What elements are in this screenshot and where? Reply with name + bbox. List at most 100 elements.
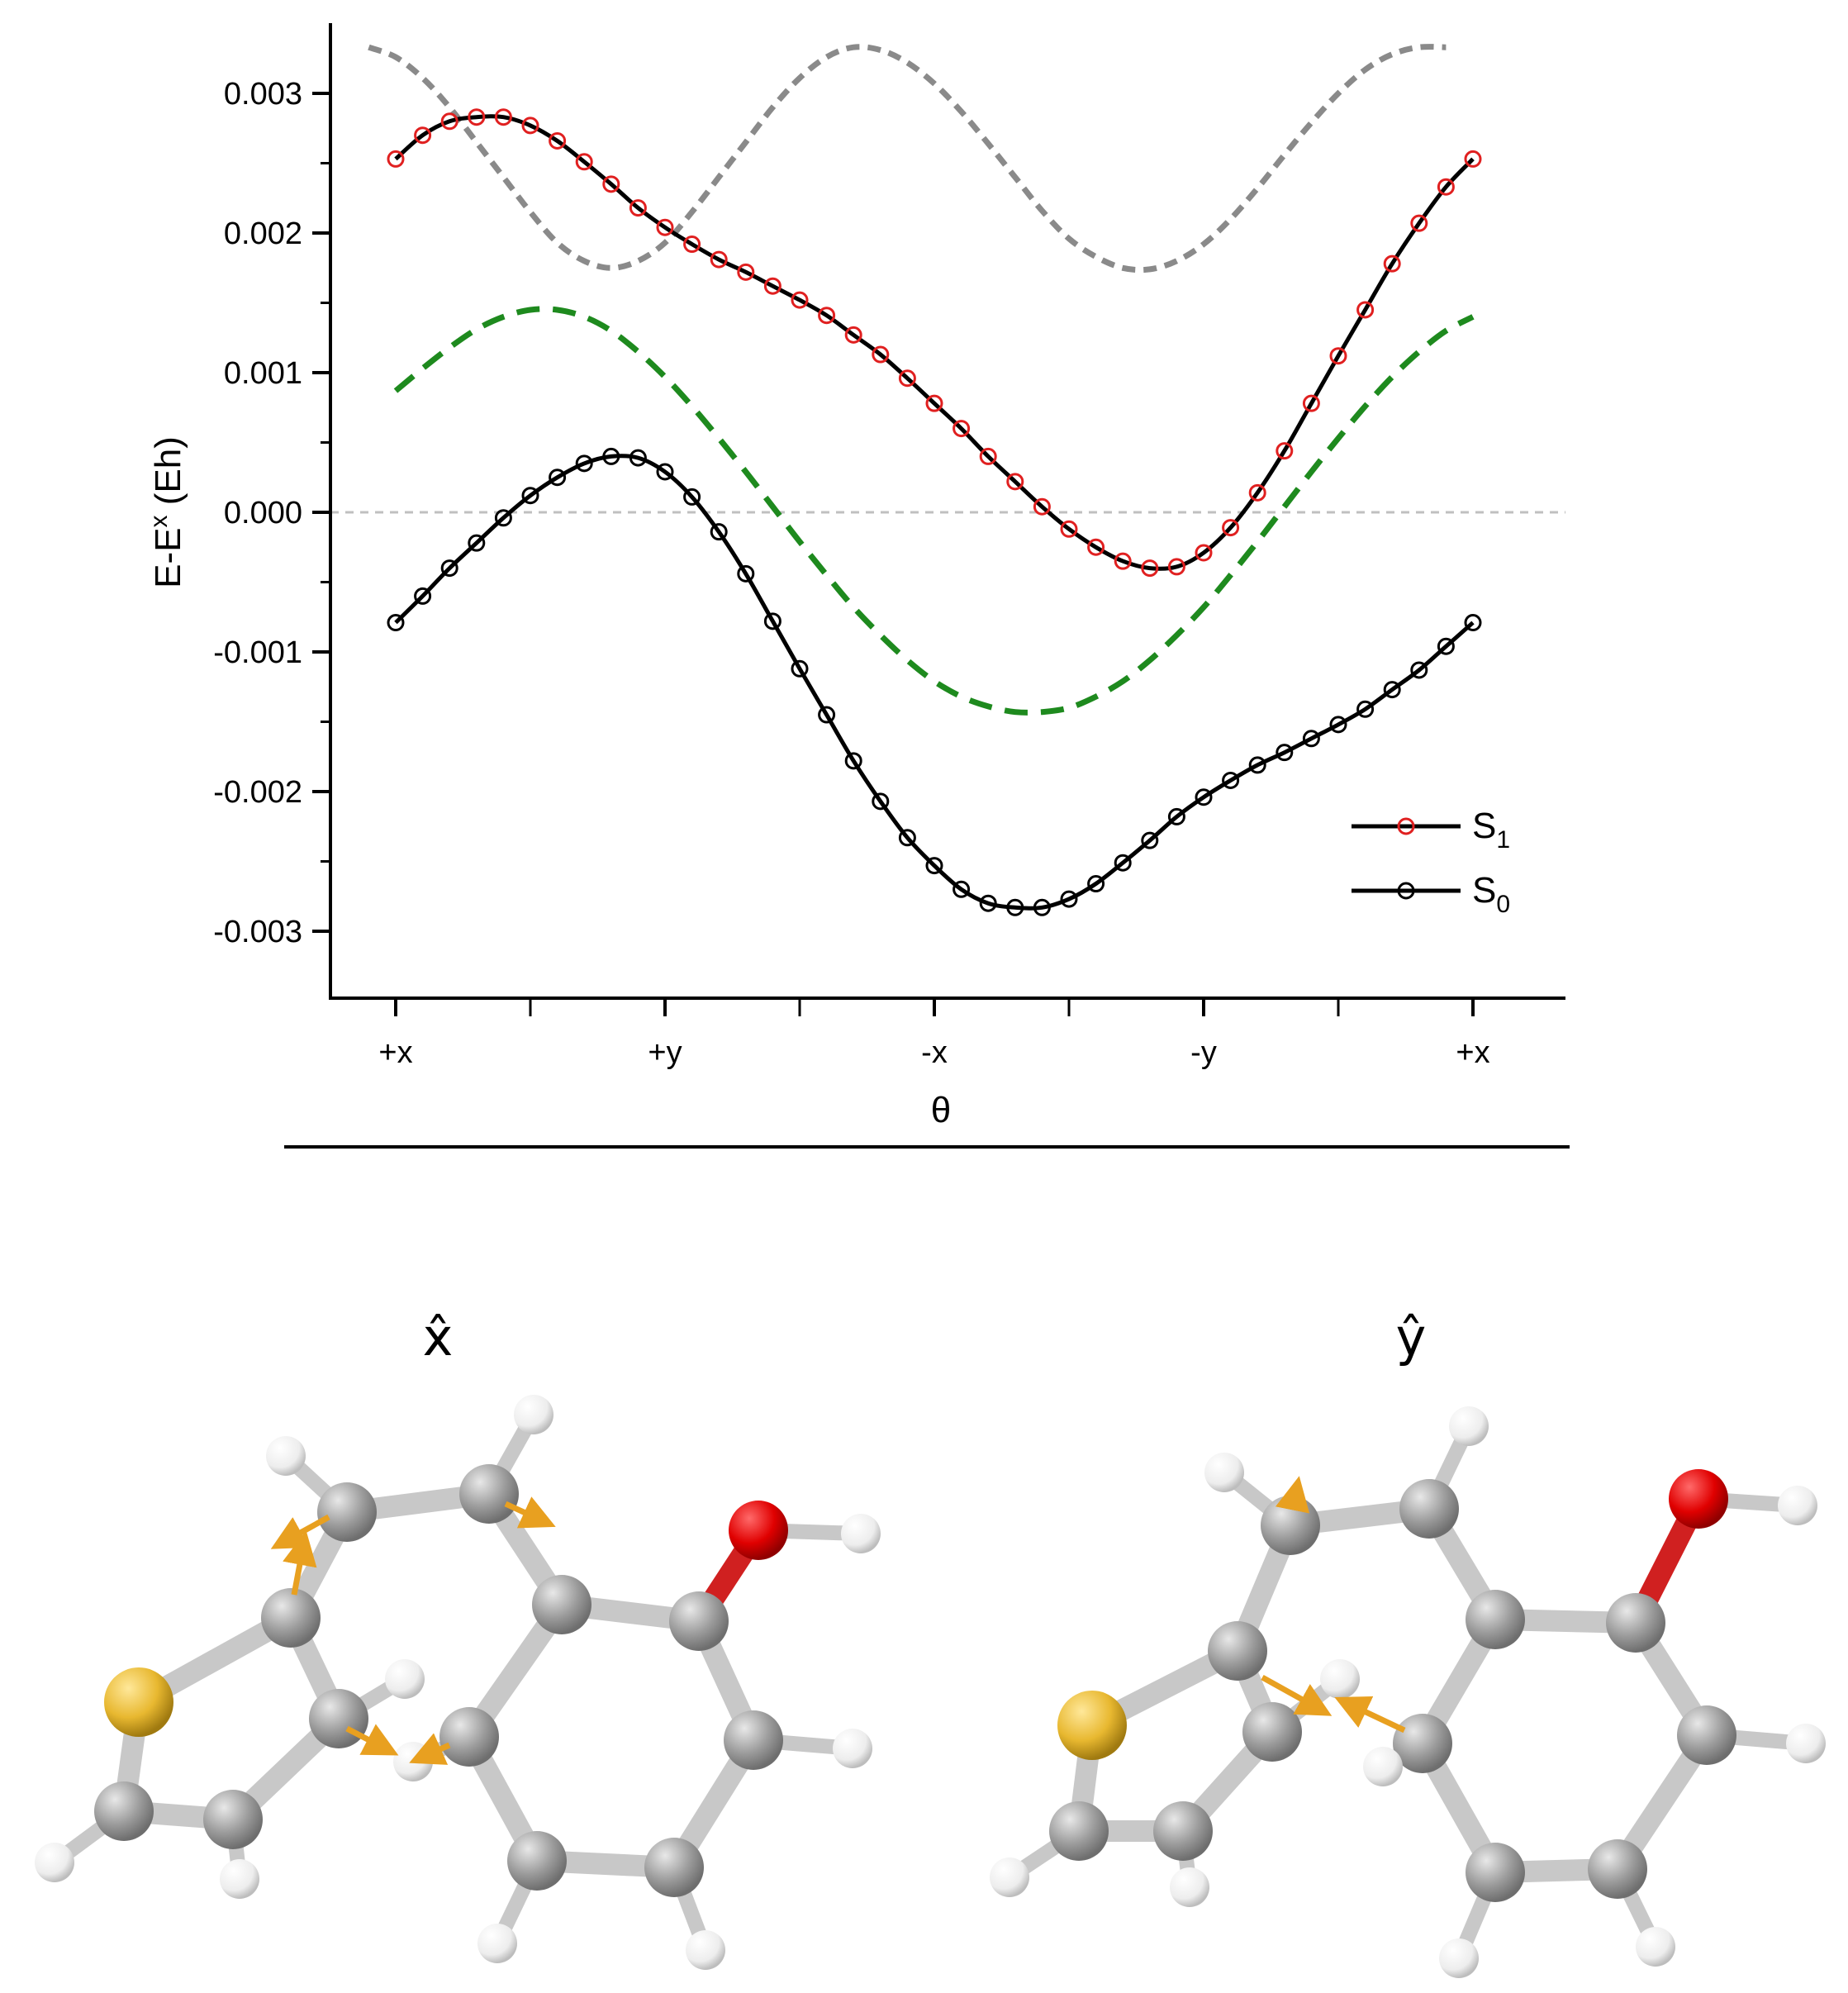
series-s0-point bbox=[1356, 700, 1375, 718]
molecule-x-label: x̂ bbox=[423, 1307, 454, 1368]
series-s1-point bbox=[844, 326, 862, 344]
hydrogen-atom bbox=[1778, 1486, 1817, 1525]
hydrogen-atom bbox=[385, 1659, 425, 1699]
series-s0-point bbox=[1167, 807, 1185, 825]
atoms bbox=[35, 1395, 881, 1970]
series-s1-point bbox=[1060, 520, 1078, 538]
series-s0-point bbox=[440, 559, 458, 578]
hydrogen-atom bbox=[35, 1843, 74, 1882]
oxygen-atom bbox=[729, 1501, 788, 1560]
carbon-atom bbox=[1588, 1839, 1647, 1899]
series-s0-point bbox=[1329, 716, 1347, 734]
series-s0-point bbox=[1276, 744, 1294, 762]
hydrogen-atom bbox=[266, 1436, 306, 1476]
y-tick-label: -0.002 bbox=[213, 775, 302, 810]
series-s1-point bbox=[818, 307, 836, 325]
x-tick-label: -x bbox=[921, 1035, 948, 1070]
series-s1-point bbox=[898, 369, 916, 388]
series-s0-point bbox=[549, 469, 567, 487]
carbon-atom bbox=[1208, 1621, 1267, 1681]
series-s0-point bbox=[844, 752, 862, 770]
x-tick-label: +x bbox=[1456, 1035, 1489, 1070]
series-s0-point bbox=[414, 587, 432, 605]
carbon-atom bbox=[203, 1790, 263, 1849]
series-s0-point bbox=[387, 614, 405, 632]
series-s1 bbox=[387, 108, 1482, 578]
series-s1-point bbox=[549, 131, 567, 150]
y-tick-label: 0.000 bbox=[224, 496, 302, 530]
series-s0-point bbox=[953, 880, 971, 898]
series-s1-point bbox=[979, 447, 997, 465]
series-s0-point bbox=[872, 792, 890, 811]
y-tick-label: 0.003 bbox=[224, 77, 302, 112]
series-s0-point bbox=[1222, 771, 1240, 789]
series-s0-point bbox=[1114, 854, 1132, 872]
series-s1-point bbox=[1167, 558, 1185, 576]
carbon-atom bbox=[1393, 1714, 1452, 1773]
series-s1-point bbox=[1356, 301, 1375, 319]
series-s0-point bbox=[1033, 898, 1051, 916]
series-s1-point bbox=[1410, 214, 1428, 232]
molecule-y-structure bbox=[990, 1406, 1826, 1978]
series-s1-point bbox=[737, 263, 755, 281]
carbon-atom bbox=[1261, 1496, 1320, 1555]
series-s1-point bbox=[710, 250, 728, 269]
series-s0 bbox=[387, 447, 1482, 916]
displacement-arrows bbox=[270, 1496, 556, 1765]
series-s0-point bbox=[818, 706, 836, 724]
series-s0-point bbox=[656, 463, 674, 481]
svg-text:S1: S1 bbox=[1472, 806, 1510, 854]
carbon-atom bbox=[1466, 1590, 1525, 1649]
sulfur-atom bbox=[104, 1667, 173, 1737]
series-s0-point bbox=[1087, 875, 1105, 893]
molecule-x-structure bbox=[35, 1395, 881, 1970]
series-s1-point bbox=[1329, 347, 1347, 365]
series-s1-point bbox=[1222, 519, 1240, 537]
legend-entry-s0: S0 bbox=[1352, 870, 1510, 918]
series-s0-point bbox=[737, 564, 755, 583]
carbon-atom bbox=[317, 1482, 377, 1542]
series-s0-point bbox=[979, 894, 997, 912]
carbon-atom bbox=[1153, 1801, 1213, 1861]
carbon-atom bbox=[459, 1464, 519, 1524]
hydrogen-atom bbox=[1363, 1747, 1403, 1786]
series-s1-point bbox=[387, 150, 405, 168]
series-s1-point bbox=[1464, 150, 1482, 168]
series-layer bbox=[368, 44, 1482, 916]
series-s0-line bbox=[394, 454, 1475, 911]
series-s1-point bbox=[1033, 497, 1051, 516]
series-s0-point bbox=[521, 487, 539, 505]
series-s0-point bbox=[1141, 831, 1159, 849]
series-s0-point bbox=[710, 523, 728, 541]
series-s0-point bbox=[494, 509, 512, 527]
dashed-series-3 bbox=[368, 44, 1447, 274]
series-s0-point bbox=[468, 534, 486, 552]
hydrogen-atom bbox=[833, 1729, 872, 1768]
hydrogen-atom bbox=[1786, 1724, 1826, 1763]
series-s1-point bbox=[1276, 442, 1294, 460]
series-s1-point bbox=[602, 175, 620, 193]
series-s1-point bbox=[925, 394, 943, 412]
hydrogen-atom bbox=[1204, 1453, 1244, 1492]
series-s0-point bbox=[1060, 890, 1078, 908]
series-s1-point bbox=[1437, 178, 1455, 196]
displacement-arrows bbox=[1261, 1476, 1406, 1734]
series-s1-point bbox=[763, 277, 781, 295]
displacement-arrow bbox=[345, 1724, 399, 1756]
hydrogen-atom bbox=[220, 1859, 259, 1899]
legend-label-s0: S bbox=[1472, 870, 1496, 911]
series-s0-point bbox=[925, 857, 943, 875]
displacement-arrow bbox=[504, 1496, 556, 1529]
energy-chart: +x +y -x -y +x 0.003 0.002 0.001 0.000 -0.001 -0.… bbox=[145, 23, 1570, 1149]
y-axis-title: E-Ex (Eh) bbox=[145, 436, 188, 588]
legend-label-s0-subscript: 0 bbox=[1496, 891, 1510, 918]
carbon-atom bbox=[1242, 1702, 1302, 1762]
dashed-series-2 bbox=[393, 306, 1475, 716]
series-s0-point bbox=[791, 659, 809, 678]
series-s0-point bbox=[602, 447, 620, 465]
series-s0-point bbox=[1383, 681, 1401, 699]
series-s1-point bbox=[494, 108, 512, 126]
carbon-atom bbox=[669, 1591, 729, 1651]
axes-layer bbox=[312, 23, 1565, 1016]
series-s1-point bbox=[1248, 483, 1266, 502]
